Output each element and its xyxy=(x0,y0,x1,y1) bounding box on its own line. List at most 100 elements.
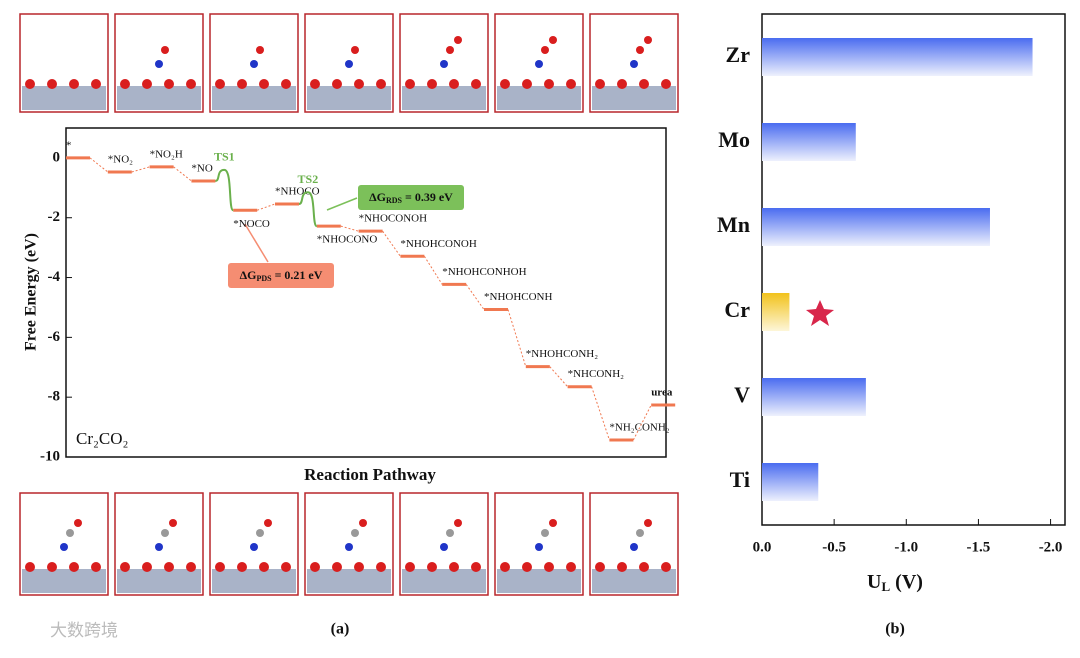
atom xyxy=(161,529,169,537)
atom xyxy=(250,543,258,551)
atom xyxy=(522,79,532,89)
atom xyxy=(541,529,549,537)
atom xyxy=(91,79,101,89)
atom xyxy=(25,79,35,89)
y-tick-label: 0 xyxy=(53,149,61,165)
annotation-main: ΔG xyxy=(369,190,386,204)
annotation-rest: = 0.39 eV xyxy=(402,190,453,204)
atom xyxy=(351,529,359,537)
bar xyxy=(762,38,1033,76)
connector xyxy=(257,203,276,211)
atom xyxy=(427,79,437,89)
atom xyxy=(376,562,386,572)
y-tick-label: -2 xyxy=(48,209,61,225)
atom xyxy=(120,562,130,572)
axis-label-sub: L xyxy=(882,579,891,594)
atom xyxy=(264,519,272,527)
x-tick-label: 0.0 xyxy=(753,539,772,555)
atom xyxy=(259,79,269,89)
level-label: urea xyxy=(651,386,673,398)
atom xyxy=(47,562,57,572)
atom xyxy=(454,519,462,527)
category-label: Zr xyxy=(726,42,751,67)
axis-label-rest: (V) xyxy=(890,571,923,593)
ts-curve xyxy=(215,168,235,212)
level-label: *NHOHCONH xyxy=(484,291,553,303)
connector xyxy=(507,309,527,367)
atom xyxy=(440,60,448,68)
atom xyxy=(91,562,101,572)
atom xyxy=(549,519,557,527)
atom xyxy=(446,529,454,537)
level-label: * xyxy=(66,139,72,151)
category-label: Cr xyxy=(724,297,750,322)
slab xyxy=(212,569,296,593)
atom xyxy=(66,529,74,537)
atom xyxy=(500,79,510,89)
x-axis-label: Reaction Pathway xyxy=(304,465,436,484)
category-label: Ti xyxy=(730,467,750,492)
bar xyxy=(762,378,866,416)
caption-a: (a) xyxy=(331,621,350,638)
level-label: *NHOHCONHOH xyxy=(442,266,526,278)
caption-b: (b) xyxy=(885,621,905,638)
atom xyxy=(595,79,605,89)
ts-label: TS2 xyxy=(298,172,319,186)
atom xyxy=(566,562,576,572)
level-label: *NHCONH₂ xyxy=(568,368,625,380)
level-label: *NHOHCONOH xyxy=(400,238,476,250)
y-tick-label: -10 xyxy=(40,448,60,464)
atom xyxy=(354,562,364,572)
slab xyxy=(307,569,391,593)
atom xyxy=(376,79,386,89)
atom xyxy=(256,46,264,54)
annotation-arrow xyxy=(244,223,269,263)
atom xyxy=(281,562,291,572)
atom xyxy=(215,562,225,572)
atom xyxy=(566,79,576,89)
atom xyxy=(142,562,152,572)
atom xyxy=(617,562,627,572)
slab xyxy=(117,569,201,593)
atom xyxy=(142,79,152,89)
atom xyxy=(237,79,247,89)
atom xyxy=(155,60,163,68)
atom xyxy=(310,79,320,89)
level-label: *NO xyxy=(191,162,212,174)
atom xyxy=(47,79,57,89)
slab xyxy=(117,86,201,110)
connector xyxy=(423,256,443,285)
level-label: *NOCO xyxy=(233,218,270,230)
atom xyxy=(332,562,342,572)
ts-curve xyxy=(298,191,318,228)
slab xyxy=(402,86,486,110)
atom xyxy=(161,46,169,54)
slab xyxy=(22,86,106,110)
category-label: V xyxy=(734,382,750,407)
plot-frame-a xyxy=(65,127,667,458)
x-tick-label: -2.0 xyxy=(1039,539,1063,555)
atom xyxy=(471,79,481,89)
y-tick-label: -6 xyxy=(48,329,61,345)
atom xyxy=(636,46,644,54)
x-tick-label: -0.5 xyxy=(822,539,846,555)
star-marker xyxy=(806,300,834,326)
level-label: *NO₂H xyxy=(150,148,183,160)
atom xyxy=(639,562,649,572)
atom xyxy=(164,562,174,572)
atom xyxy=(215,79,225,89)
annotation: ΔGPDS = 0.21 eV xyxy=(240,268,323,283)
atom xyxy=(155,543,163,551)
atom xyxy=(661,562,671,572)
atom xyxy=(522,562,532,572)
bar xyxy=(762,293,790,331)
y-tick-label: -4 xyxy=(48,269,61,285)
atom xyxy=(332,79,342,89)
connector xyxy=(382,230,401,257)
structure-panels xyxy=(19,13,679,596)
atom xyxy=(449,79,459,89)
atom xyxy=(617,79,627,89)
watermark: 大数跨境 xyxy=(50,621,118,640)
